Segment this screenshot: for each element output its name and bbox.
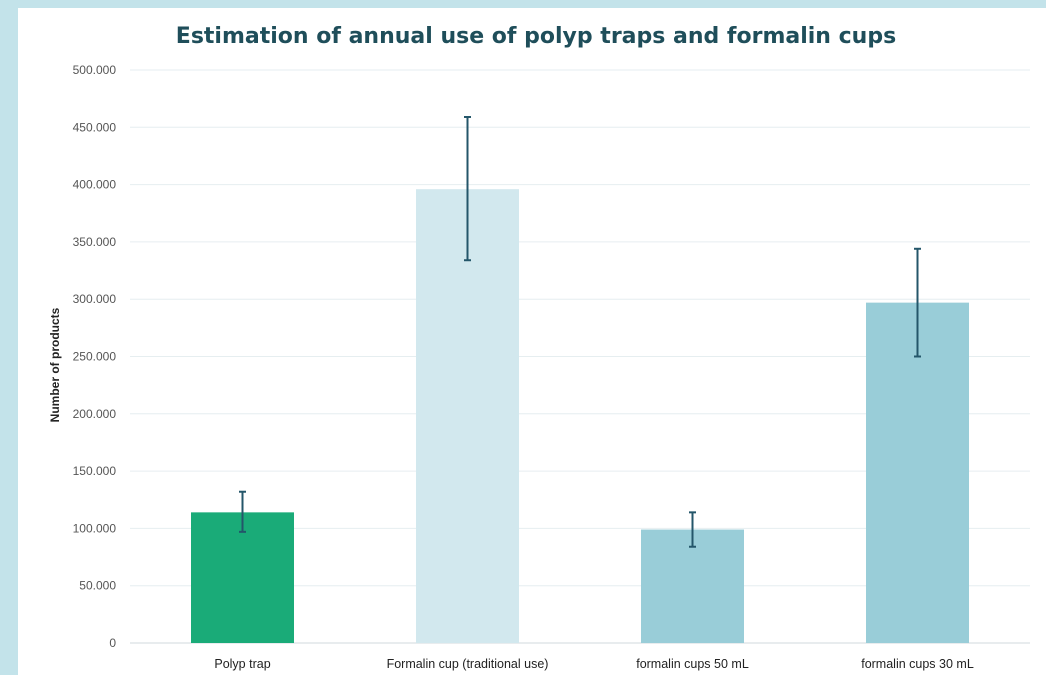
bar xyxy=(641,529,744,643)
error-bars xyxy=(239,115,921,548)
y-tick-label: 50.000 xyxy=(79,579,116,593)
chart-title: Estimation of annual use of polyp traps … xyxy=(176,24,896,49)
y-tick-label: 400.000 xyxy=(73,178,117,192)
error-bar xyxy=(464,115,471,262)
category-labels: Polyp trap Formalin cup (traditional use)… xyxy=(214,657,973,671)
bar xyxy=(191,512,294,643)
y-tick-label: 500.000 xyxy=(73,63,117,77)
chart-panel: Estimation of annual use of polyp traps … xyxy=(18,8,1046,675)
bars xyxy=(191,189,969,643)
error-bar xyxy=(689,511,696,548)
y-tick-label: 250.000 xyxy=(73,350,117,364)
y-tick-label: 150.000 xyxy=(73,464,117,478)
error-bar xyxy=(914,247,921,358)
category-label: Polyp trap xyxy=(214,657,270,671)
y-tick-label: 350.000 xyxy=(73,235,117,249)
y-tick-label: 100.000 xyxy=(73,521,117,535)
bar-chart: Estimation of annual use of polyp traps … xyxy=(48,24,1030,671)
y-tick-label: 0 xyxy=(109,636,116,650)
y-tick-label: 300.000 xyxy=(73,292,117,306)
category-label: formalin cups 30 mL xyxy=(861,657,974,671)
category-label: formalin cups 50 mL xyxy=(636,657,749,671)
bar xyxy=(416,189,519,643)
y-tick-label: 450.000 xyxy=(73,120,117,134)
error-bar xyxy=(239,490,246,533)
bar xyxy=(866,302,969,643)
y-tick-labels: 0 50.000 100.000 150.000 200.000 250.000 300.0… xyxy=(73,63,117,650)
y-axis-label: Number of products xyxy=(48,307,62,422)
y-tick-label: 200.000 xyxy=(73,407,117,421)
category-label: Formalin cup (traditional use) xyxy=(387,657,549,671)
